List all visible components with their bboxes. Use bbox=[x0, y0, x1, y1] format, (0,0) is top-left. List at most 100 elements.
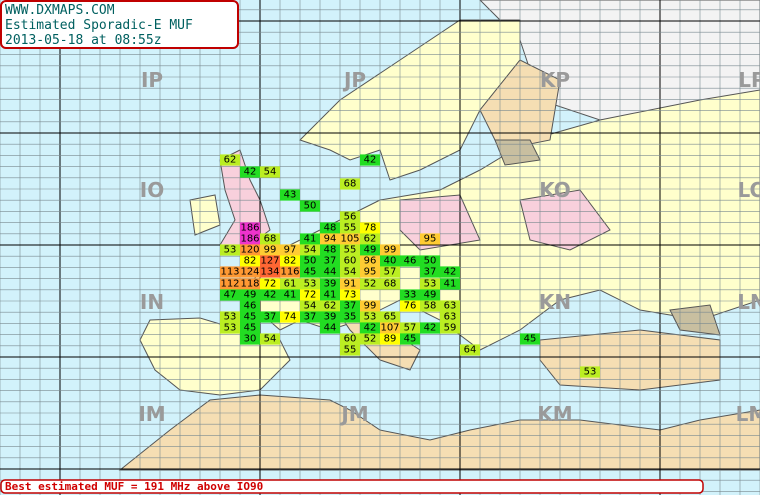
muf-cell-fill bbox=[280, 266, 300, 278]
muf-value: 78 bbox=[364, 223, 377, 234]
muf-value: 94 bbox=[324, 234, 337, 245]
muf-cell: 49 bbox=[420, 289, 440, 301]
muf-cell: 48 bbox=[320, 244, 340, 256]
muf-value: 42 bbox=[364, 323, 377, 334]
muf-cell-fill bbox=[240, 222, 260, 234]
muf-cell-fill bbox=[280, 278, 300, 290]
muf-value: 54 bbox=[344, 267, 357, 278]
muf-cell-fill bbox=[340, 344, 360, 356]
muf-cell-fill bbox=[360, 154, 380, 166]
muf-value: 55 bbox=[344, 223, 357, 234]
muf-value: 41 bbox=[304, 234, 317, 245]
muf-cell: 54 bbox=[300, 244, 320, 256]
muf-value: 113 bbox=[220, 267, 239, 278]
muf-cell: 41 bbox=[320, 289, 340, 301]
muf-cell: 54 bbox=[260, 333, 280, 345]
muf-cell: 45 bbox=[300, 266, 320, 278]
field-labels: IP JP KP LP IO KO LO IN KN LN IM JM KM LM bbox=[138, 68, 760, 426]
field-label: IP bbox=[141, 68, 163, 92]
muf-value: 54 bbox=[264, 334, 277, 345]
muf-cell-fill bbox=[580, 366, 600, 378]
muf-value: 42 bbox=[444, 267, 457, 278]
muf-value: 58 bbox=[424, 301, 437, 312]
muf-value: 52 bbox=[364, 334, 377, 345]
muf-value: 62 bbox=[224, 155, 237, 166]
muf-value: 45 bbox=[244, 312, 257, 323]
muf-value: 45 bbox=[404, 334, 417, 345]
muf-cell-fill bbox=[260, 311, 280, 323]
muf-cell-fill bbox=[380, 311, 400, 323]
muf-value: 35 bbox=[344, 312, 357, 323]
muf-cell: 53 bbox=[580, 366, 600, 378]
muf-cell-fill bbox=[280, 189, 300, 201]
muf-cell: 30 bbox=[240, 333, 260, 345]
field-label: KP bbox=[540, 68, 570, 92]
muf-cell-fill bbox=[400, 300, 420, 312]
muf-cell: 54 bbox=[300, 300, 320, 312]
muf-cell-fill bbox=[420, 266, 440, 278]
muf-cell-fill bbox=[360, 222, 380, 234]
muf-cell: 59 bbox=[440, 322, 460, 334]
muf-cell-fill bbox=[220, 266, 240, 278]
muf-cell: 68 bbox=[340, 178, 360, 190]
muf-cell: 50 bbox=[300, 200, 320, 212]
muf-value: 57 bbox=[384, 267, 397, 278]
muf-value: 116 bbox=[280, 267, 299, 278]
muf-cell: 43 bbox=[280, 189, 300, 201]
muf-cell-fill bbox=[240, 166, 260, 178]
muf-cell: 53 bbox=[220, 244, 240, 256]
muf-cell-fill bbox=[320, 322, 340, 334]
muf-cell-fill bbox=[300, 300, 320, 312]
muf-cell: 62 bbox=[220, 154, 240, 166]
muf-value: 54 bbox=[264, 167, 277, 178]
muf-cell: 49 bbox=[360, 244, 380, 256]
muf-value: 50 bbox=[304, 256, 317, 267]
muf-cell: 94 bbox=[320, 233, 340, 245]
muf-cell-fill bbox=[240, 333, 260, 345]
muf-cell-fill bbox=[340, 300, 360, 312]
muf-value: 76 bbox=[404, 301, 417, 312]
muf-cell-fill bbox=[300, 200, 320, 212]
muf-cell-fill bbox=[260, 266, 280, 278]
muf-value: 63 bbox=[444, 312, 457, 323]
muf-value: 54 bbox=[304, 301, 317, 312]
muf-cell-fill bbox=[320, 278, 340, 290]
muf-cell: 49 bbox=[240, 289, 260, 301]
muf-cell-fill bbox=[240, 255, 260, 267]
muf-cell-fill bbox=[240, 311, 260, 323]
muf-cell: 41 bbox=[300, 233, 320, 245]
muf-cell: 82 bbox=[240, 255, 260, 267]
muf-cell: 35 bbox=[340, 311, 360, 323]
muf-cell: 56 bbox=[340, 211, 360, 223]
muf-cell: 41 bbox=[440, 278, 460, 290]
muf-value: 45 bbox=[524, 334, 537, 345]
muf-cell: 42 bbox=[420, 322, 440, 334]
muf-value: 118 bbox=[240, 279, 259, 290]
muf-cell-fill bbox=[340, 278, 360, 290]
muf-cell-fill bbox=[260, 333, 280, 345]
muf-cell: 53 bbox=[300, 278, 320, 290]
muf-cell: 44 bbox=[320, 322, 340, 334]
muf-cell: 74 bbox=[280, 311, 300, 323]
muf-cell: 41 bbox=[280, 289, 300, 301]
muf-value: 55 bbox=[344, 345, 357, 356]
muf-cell: 53 bbox=[220, 322, 240, 334]
muf-cell-fill bbox=[440, 266, 460, 278]
muf-value: 49 bbox=[424, 290, 437, 301]
muf-cell-fill bbox=[320, 255, 340, 267]
muf-value: 65 bbox=[384, 312, 397, 323]
muf-cell: 60 bbox=[340, 333, 360, 345]
muf-cell-fill bbox=[400, 322, 420, 334]
muf-value: 134 bbox=[260, 267, 279, 278]
muf-cell: 39 bbox=[320, 311, 340, 323]
muf-cell: 95 bbox=[360, 266, 380, 278]
muf-cell-fill bbox=[340, 255, 360, 267]
muf-value: 49 bbox=[244, 290, 257, 301]
muf-value: 120 bbox=[240, 245, 259, 256]
muf-cell-fill bbox=[380, 333, 400, 345]
muf-cell-fill bbox=[240, 278, 260, 290]
field-label: JP bbox=[342, 68, 366, 92]
header-frame bbox=[0, 0, 239, 49]
muf-cell-fill bbox=[300, 255, 320, 267]
